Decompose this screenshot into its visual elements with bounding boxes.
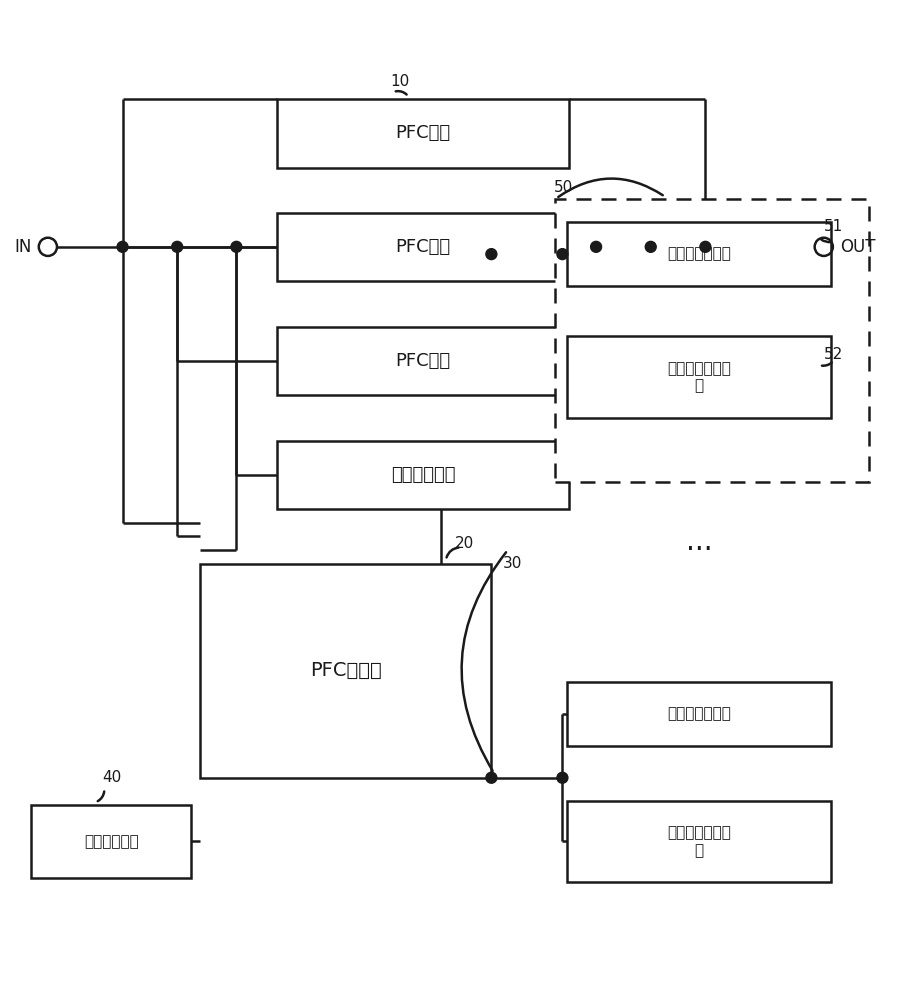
- Bar: [278, 213, 569, 281]
- Bar: [200, 564, 492, 778]
- Text: OUT: OUT: [840, 238, 876, 256]
- Circle shape: [117, 241, 128, 252]
- Bar: [31, 805, 191, 878]
- Circle shape: [231, 241, 242, 252]
- Text: 备用电流补偿电
路: 备用电流补偿电 路: [667, 361, 731, 393]
- Bar: [567, 222, 831, 286]
- Circle shape: [557, 772, 568, 783]
- Text: PFC支路: PFC支路: [395, 124, 450, 142]
- Text: 主电流补偿电路: 主电流补偿电路: [667, 707, 731, 722]
- Bar: [567, 682, 831, 746]
- Text: PFC支路: PFC支路: [395, 352, 450, 370]
- Text: PFC支路: PFC支路: [395, 238, 450, 256]
- Text: 51: 51: [823, 219, 843, 234]
- Circle shape: [486, 249, 497, 260]
- Text: 电压补偿电路: 电压补偿电路: [84, 834, 139, 849]
- Circle shape: [700, 241, 710, 252]
- Text: 20: 20: [454, 536, 473, 551]
- Text: IN: IN: [14, 238, 31, 256]
- Text: 30: 30: [503, 556, 522, 571]
- Text: 备用电流补偿电
路: 备用电流补偿电 路: [667, 825, 731, 858]
- Text: ···: ···: [686, 536, 712, 564]
- Circle shape: [645, 241, 656, 252]
- Text: 52: 52: [823, 347, 843, 362]
- Circle shape: [172, 241, 183, 252]
- Bar: [567, 336, 831, 418]
- Text: 40: 40: [102, 770, 121, 785]
- Text: PFC控制器: PFC控制器: [310, 661, 381, 680]
- Bar: [278, 99, 569, 168]
- Circle shape: [486, 772, 497, 783]
- Circle shape: [557, 249, 568, 260]
- Circle shape: [591, 241, 602, 252]
- Text: 10: 10: [391, 74, 410, 89]
- Bar: [278, 441, 569, 509]
- Text: 信号采集电路: 信号采集电路: [391, 466, 455, 484]
- Bar: [278, 327, 569, 395]
- Bar: [567, 801, 831, 882]
- Bar: [555, 199, 869, 482]
- Text: 主电流补偿电路: 主电流补偿电路: [667, 247, 731, 262]
- Text: 50: 50: [553, 180, 573, 195]
